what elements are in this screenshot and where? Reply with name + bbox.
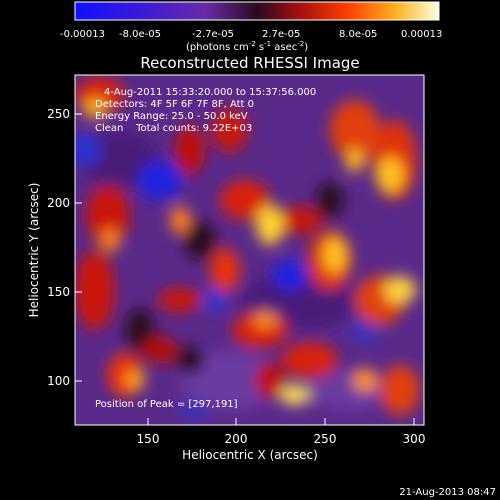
annotation-detectors: Detectors: 4F 5F 6F 7F 8F, Att 0 xyxy=(95,99,254,110)
x-axis xyxy=(147,418,415,425)
annotation-time-range: 4-Aug-2011 15:33:20.000 to 15:37:56.000 xyxy=(104,87,316,98)
y-tick-label-200: 200 xyxy=(47,196,70,210)
x-axis-label: Heliocentric X (arcsec) xyxy=(182,448,318,462)
plot-frame xyxy=(74,74,425,426)
colorbar-units-label: (photons cm-2 s-1 asec-2) xyxy=(186,40,308,53)
colorbar-tick-3: -2.7e-05 xyxy=(192,29,234,40)
y-tick-label-250: 250 xyxy=(47,107,70,121)
x-tick-label-300: 300 xyxy=(403,432,426,446)
annotation-block: 4-Aug-2011 15:33:20.000 to 15:37:56.000 … xyxy=(95,87,316,410)
colorbar-tick-6: 0.00013 xyxy=(401,29,442,40)
plot-title: Reconstructed RHESSI Image xyxy=(140,54,359,72)
footer-date: 21-Aug-2013 08:47 xyxy=(399,487,496,498)
colorbar-tick-labels: -0.00013 -8.0e-05 -2.7e-05 2.7e-05 8.0e-… xyxy=(60,29,442,40)
colorbar xyxy=(74,1,440,21)
y-tick-label-150: 150 xyxy=(47,285,70,299)
x-tick-labels: 150 200 250 300 xyxy=(137,432,426,446)
annotation-energy: Energy Range: 25.0 - 50.0 keV xyxy=(95,111,248,122)
annotation-clean: Clean Total counts: 9.22E+03 xyxy=(95,123,252,134)
colorbar-tick-1: -0.00013 xyxy=(60,29,105,40)
y-tick-labels: 100 150 200 250 xyxy=(47,107,70,388)
annotation-peak: Position of Peak = [297,191] xyxy=(95,399,238,410)
x-tick-label-150: 150 xyxy=(137,432,160,446)
colorbar-tick-5: 8.0e-05 xyxy=(339,29,377,40)
y-axis xyxy=(75,113,82,382)
y-tick-label-100: 100 xyxy=(47,374,70,388)
colorbar-tick-2: -8.0e-05 xyxy=(119,29,161,40)
x-tick-label-250: 250 xyxy=(314,432,337,446)
y-axis-label: Heliocentric Y (arcsec) xyxy=(27,183,41,318)
colorbar-tick-4: 2.7e-05 xyxy=(262,29,300,40)
rhessi-image xyxy=(75,75,424,425)
x-tick-label-200: 200 xyxy=(225,432,248,446)
